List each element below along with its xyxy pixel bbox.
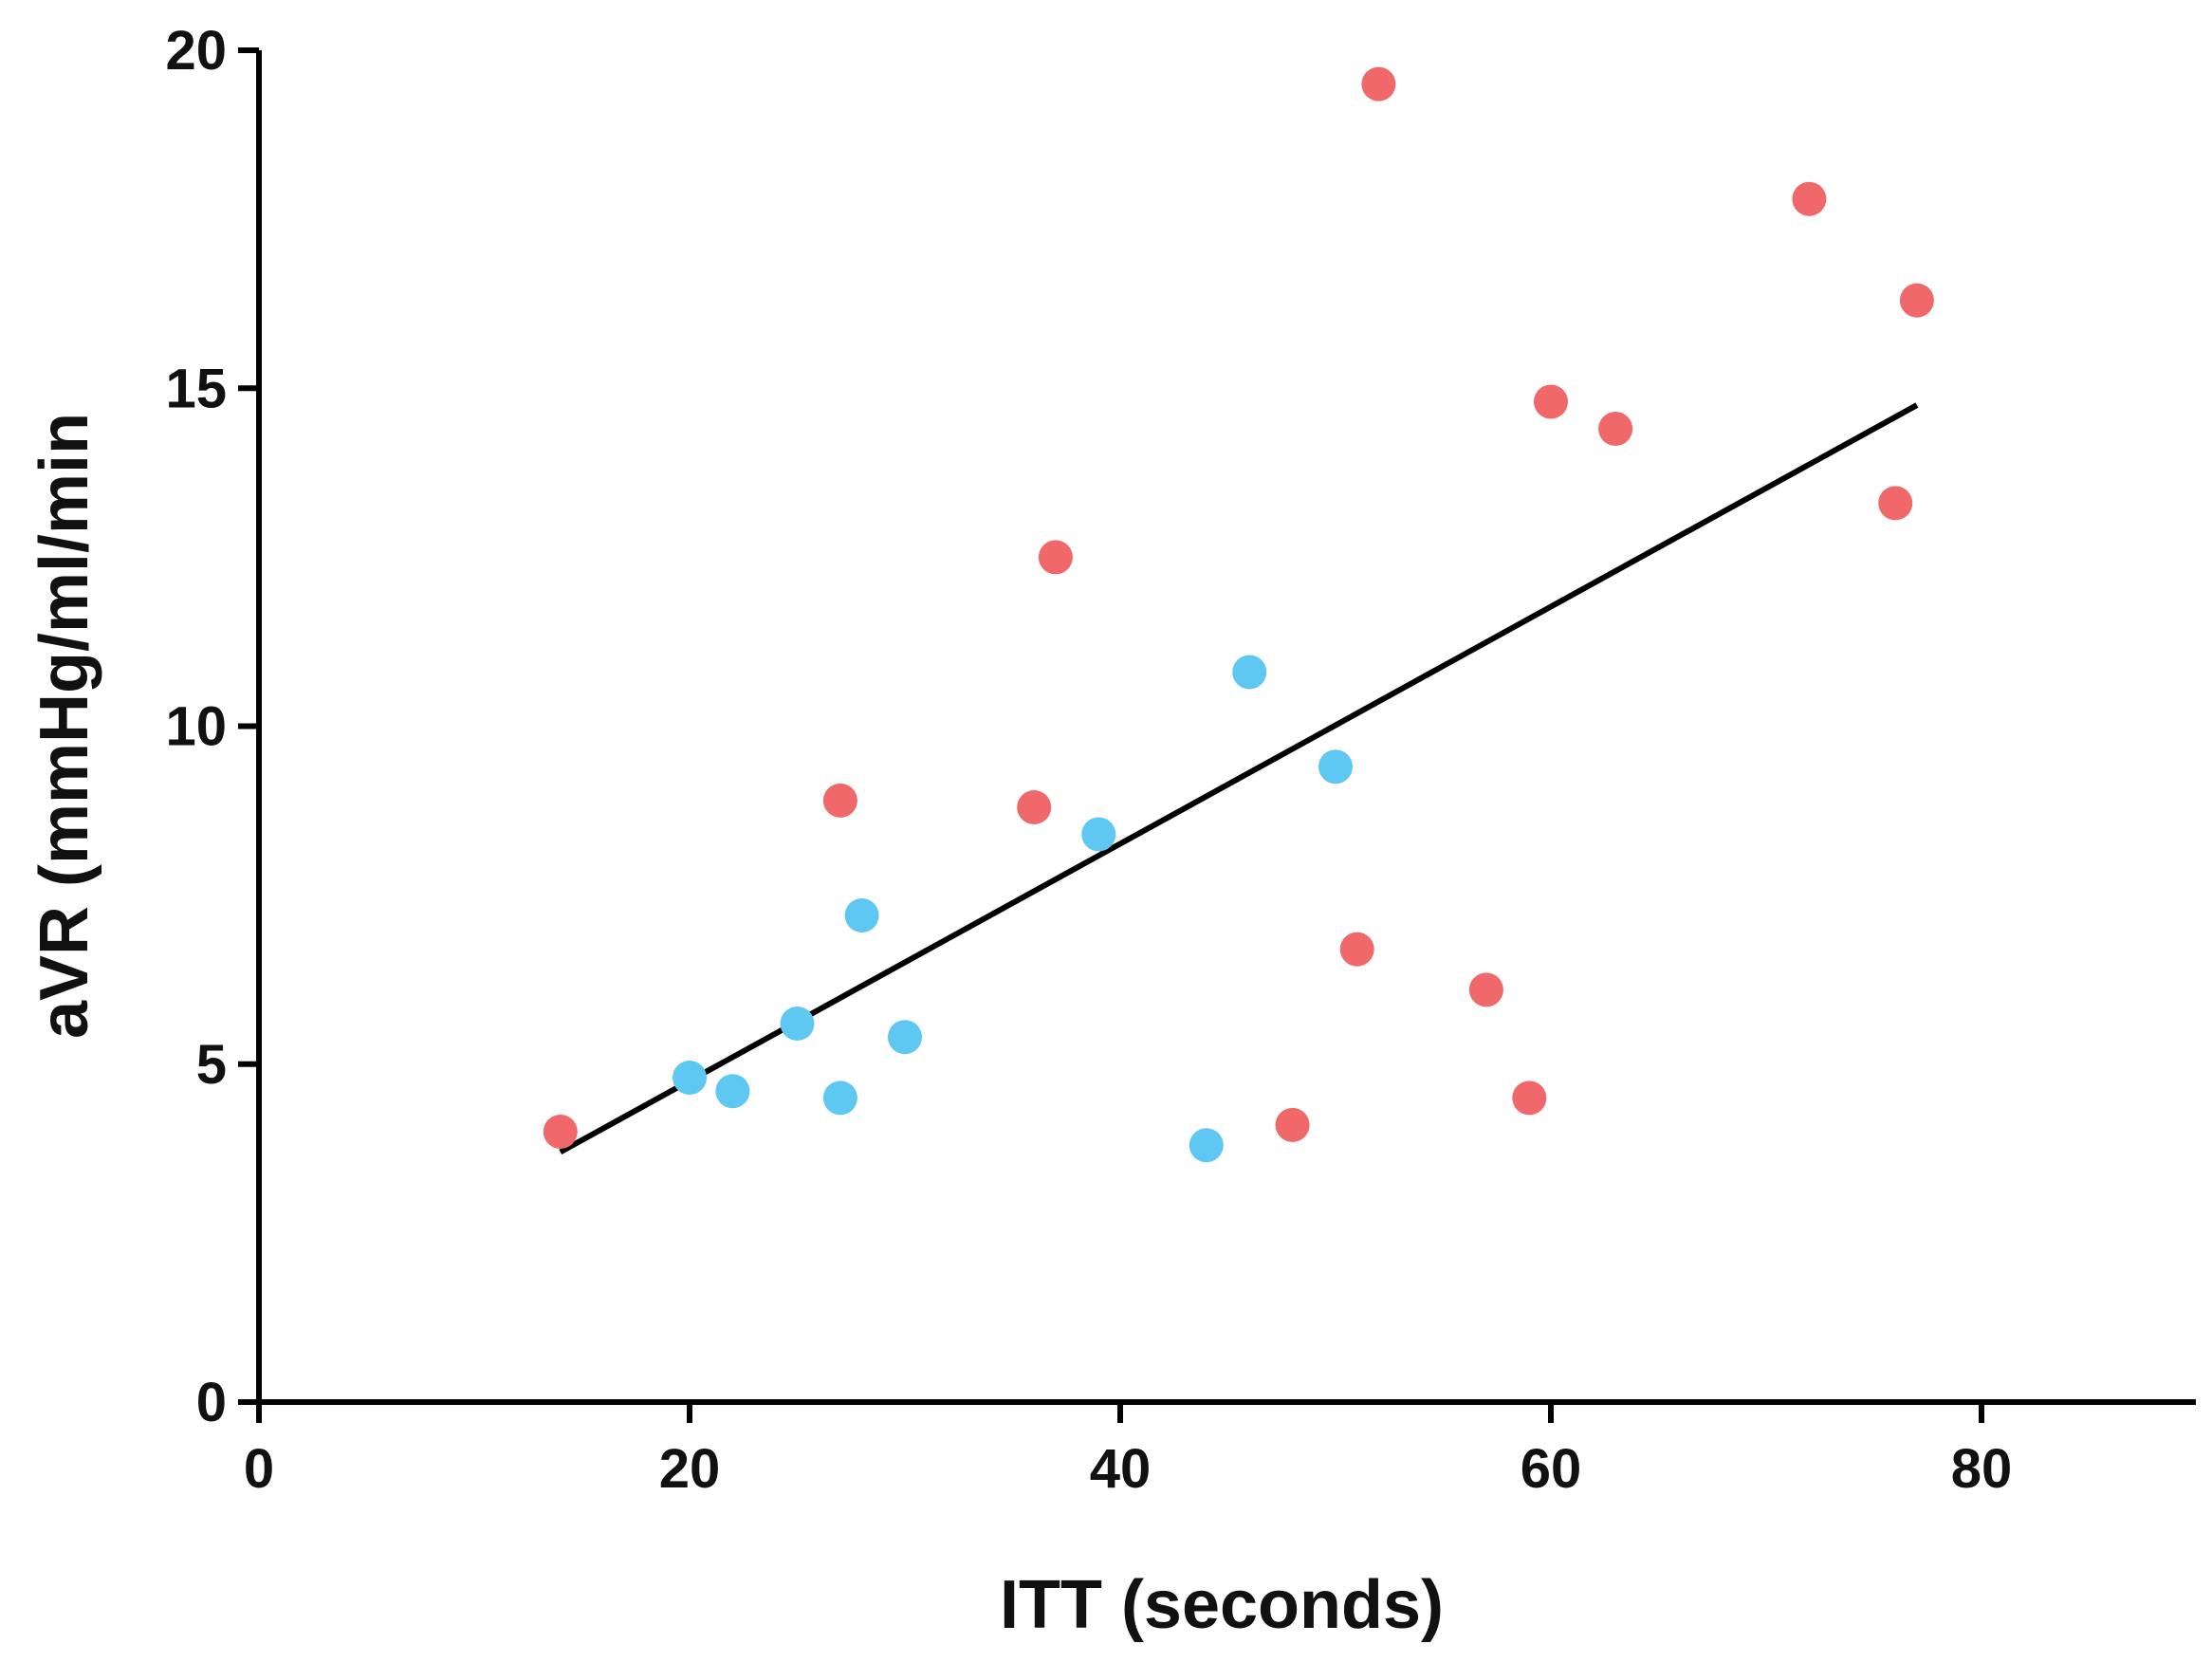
data-point (673, 1061, 707, 1095)
data-point (1512, 1080, 1547, 1116)
data-point (1038, 540, 1073, 575)
data-point (1878, 486, 1913, 521)
y-tick-label: 10 (165, 696, 227, 758)
data-point (822, 783, 857, 818)
y-tick-label: 15 (165, 358, 227, 419)
data-point (1017, 790, 1052, 824)
data-point (1792, 181, 1827, 216)
data-point (1318, 749, 1353, 785)
data-point (1189, 1128, 1224, 1163)
plot-area (543, 66, 1934, 1163)
data-point (1339, 932, 1374, 967)
data-point (1468, 972, 1503, 1007)
x-tick-label: 40 (1090, 1438, 1152, 1500)
x-tick-label: 20 (659, 1438, 721, 1500)
data-point (543, 1115, 578, 1149)
y-tick-label: 5 (196, 1034, 227, 1096)
data-point (1534, 384, 1568, 419)
y-tick-label: 20 (165, 20, 227, 82)
data-point (1232, 655, 1267, 690)
regression-line (559, 402, 1919, 1155)
x-tick-label: 80 (1951, 1438, 2013, 1500)
x-tick-label: 0 (244, 1438, 274, 1500)
data-point (888, 1020, 922, 1055)
x-tick-label: 60 (1521, 1438, 1582, 1500)
y-axis-title: aVR (mmHg/ml/min (27, 413, 102, 1039)
data-point (1081, 817, 1116, 852)
data-point (822, 1080, 857, 1116)
data-point (844, 898, 879, 933)
data-point (1275, 1107, 1310, 1142)
axes: 0 5 10 15 20 0 20 40 60 80 (165, 20, 2196, 1500)
data-point (1899, 283, 1934, 318)
y-tick-label: 0 (196, 1372, 227, 1433)
data-point (1361, 66, 1396, 102)
data-point (780, 1006, 815, 1041)
data-point (715, 1074, 750, 1109)
data-point (1598, 412, 1633, 446)
x-axis-title: ITT (seconds) (1000, 1567, 1444, 1643)
